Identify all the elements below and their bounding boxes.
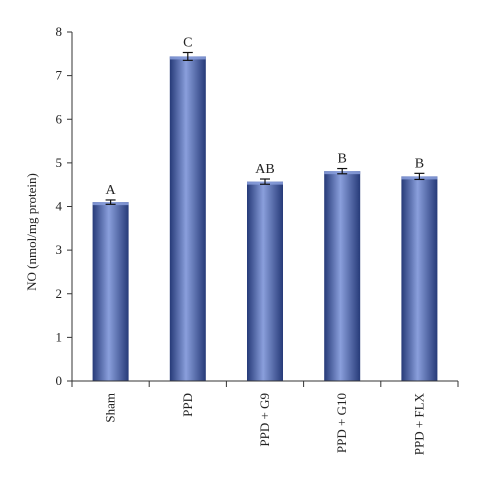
y-tick-label: 8: [56, 24, 63, 39]
axes: 0 1 2 3 4 5 6 7 8 Sham PPD PPD + G9 PPD + G10 PPD + F…: [56, 24, 459, 455]
y-tick-label: 4: [56, 199, 63, 214]
significance-label: B: [415, 156, 424, 171]
category-label: PPD + FLX: [411, 392, 426, 455]
y-tick-label: 1: [56, 329, 63, 344]
bar: [247, 181, 283, 381]
y-tick-label: 3: [56, 242, 63, 257]
significance-label: AB: [255, 162, 274, 177]
category-label: PPD + G10: [334, 393, 349, 453]
y-tick-label: 2: [56, 286, 63, 301]
bar: [324, 171, 361, 381]
category-label: Sham: [103, 393, 118, 423]
y-tick-label: 6: [56, 111, 63, 126]
y-tick-label: 0: [56, 373, 63, 388]
bar: [92, 202, 129, 381]
bar: [401, 176, 438, 381]
significance-label: A: [106, 183, 117, 198]
y-tick-label: 5: [56, 155, 63, 170]
significance-label: C: [183, 36, 192, 51]
y-axis-title: NO (nmol/mg protein): [24, 173, 39, 291]
y-tick-label: 7: [56, 68, 63, 83]
category-label: PPD: [180, 393, 195, 417]
category-label: PPD + G9: [257, 393, 272, 447]
bar: [169, 56, 206, 382]
significance-label: B: [338, 152, 347, 167]
bars-layer: A C AB B B: [92, 36, 438, 382]
